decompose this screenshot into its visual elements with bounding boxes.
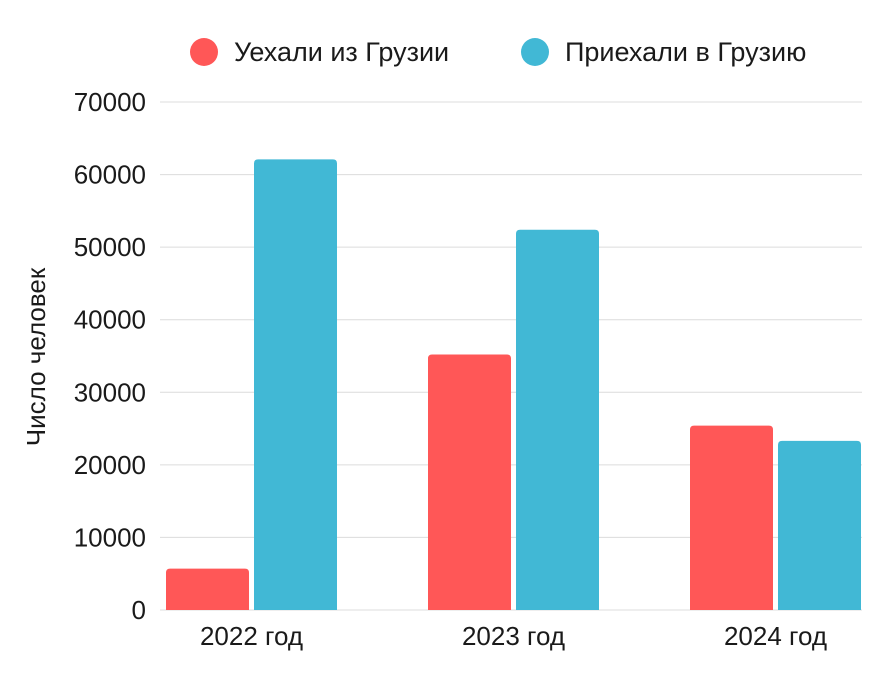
y-tick-label: 30000 xyxy=(74,377,146,407)
bar-right-1 xyxy=(516,229,599,610)
y-tick-label: 10000 xyxy=(74,522,146,552)
legend-item-right: Приехали в Грузию xyxy=(521,30,806,74)
bar-left-1 xyxy=(428,354,511,610)
bar-left-2 xyxy=(690,425,773,610)
bar-left-0 xyxy=(166,568,249,610)
legend: Уехали из Грузии Приехали в Грузию xyxy=(0,30,885,74)
x-axis-ticks: 2022 год 2023 год 2024 год xyxy=(200,621,827,651)
x-tick-label: 2022 год xyxy=(200,621,303,651)
legend-swatch-right xyxy=(521,38,549,66)
y-tick-label: 0 xyxy=(132,595,146,625)
y-axis-ticks: 0 10000 20000 30000 40000 50000 60000 70000 xyxy=(74,87,146,625)
y-tick-label: 40000 xyxy=(74,305,146,335)
y-tick-label: 60000 xyxy=(74,160,146,190)
legend-swatch-left xyxy=(190,38,218,66)
y-tick-label: 20000 xyxy=(74,450,146,480)
bar-right-0 xyxy=(254,159,337,611)
bars xyxy=(166,159,861,611)
y-tick-label: 50000 xyxy=(74,232,146,262)
x-tick-label: 2023 год xyxy=(462,621,565,651)
y-axis-label: Число человек xyxy=(21,267,51,446)
x-tick-label: 2024 год xyxy=(724,621,827,651)
y-tick-label: 70000 xyxy=(74,87,146,117)
legend-label-left: Уехали из Грузии xyxy=(234,36,450,67)
legend-item-left: Уехали из Грузии xyxy=(190,30,449,74)
bar-right-2 xyxy=(778,440,861,610)
legend-label-right: Приехали в Грузию xyxy=(565,36,807,67)
